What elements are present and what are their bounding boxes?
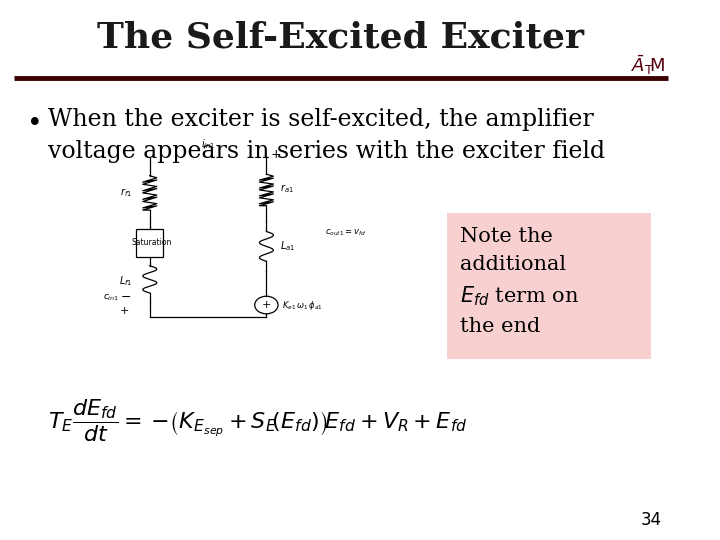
Text: $\bar{A}_{\mathsf{T}}\!\mathsf{M}$: $\bar{A}_{\mathsf{T}}\!\mathsf{M}$ [631, 53, 665, 77]
Text: $T_E \dfrac{dE_{fd}}{dt} = -\!\left(K_{E_{sep}} + S_E\!\left(E_{fd}\right)\right: $T_E \dfrac{dE_{fd}}{dt} = -\!\left(K_{E… [48, 398, 467, 444]
Text: Note the
additional
$E_{fd}$ term on
the end: Note the additional $E_{fd}$ term on the… [460, 227, 580, 336]
Text: The Self-Excited Exciter: The Self-Excited Exciter [97, 21, 585, 55]
FancyBboxPatch shape [136, 229, 163, 256]
Text: +: + [261, 300, 271, 310]
Text: +: + [271, 148, 282, 161]
Text: When the exciter is self-excited, the amplifier
voltage appears in series with t: When the exciter is self-excited, the am… [48, 108, 605, 163]
Text: 34: 34 [640, 511, 662, 529]
Text: Saturation: Saturation [132, 238, 172, 247]
Text: •: • [27, 111, 43, 137]
Text: $r_{a1}$: $r_{a1}$ [280, 182, 294, 195]
Text: $c_{in1}$: $c_{in1}$ [103, 293, 119, 303]
Text: $c_{out1} = v_{fd}$: $c_{out1} = v_{fd}$ [325, 228, 366, 239]
FancyBboxPatch shape [446, 213, 651, 359]
Text: $K_{e1}\,\omega_1\,\phi_{a1}$: $K_{e1}\,\omega_1\,\phi_{a1}$ [282, 299, 323, 312]
Text: +: + [120, 306, 129, 316]
Text: $L_{f1}$: $L_{f1}$ [119, 274, 132, 288]
Text: $r_{f1}$: $r_{f1}$ [120, 186, 132, 199]
Text: −: − [121, 291, 132, 303]
Text: $i_{in1}$: $i_{in1}$ [201, 137, 215, 151]
Text: $L_{a1}$: $L_{a1}$ [280, 240, 295, 253]
